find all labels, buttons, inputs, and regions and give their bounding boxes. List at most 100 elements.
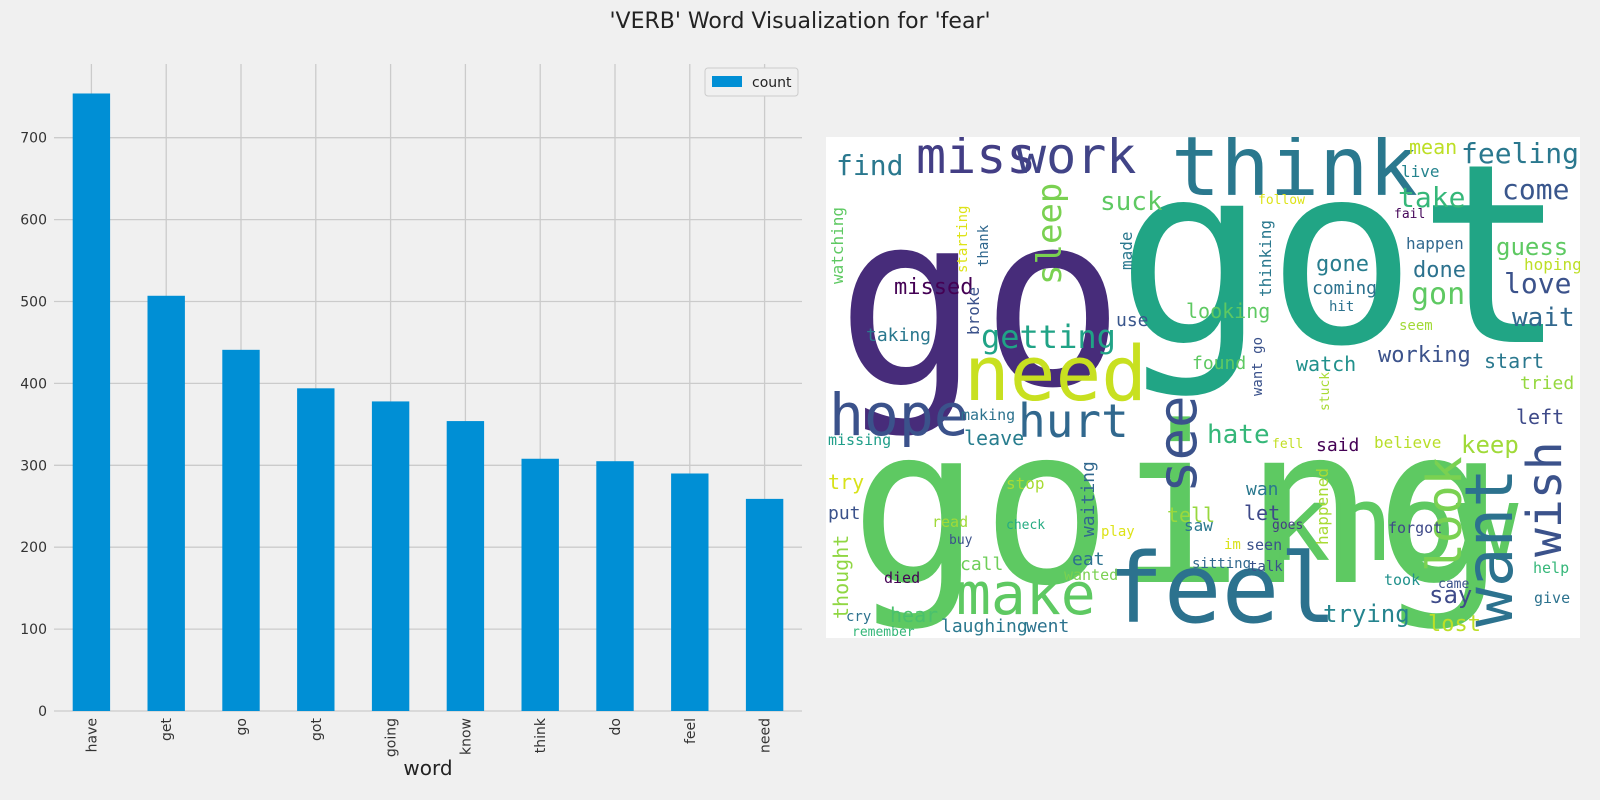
cloud-word: follow: [1258, 193, 1305, 208]
y-tick-label: 400: [20, 376, 47, 392]
cloud-word: cry: [846, 609, 871, 625]
cloud-word: start: [1484, 349, 1544, 373]
cloud-word: fell: [1272, 437, 1303, 452]
cloud-word: guess: [1496, 233, 1568, 261]
cloud-word: done: [1413, 258, 1466, 283]
word-cloud: going got go know think feel need hope make miss w…: [826, 137, 1580, 638]
cloud-word: hate: [1207, 420, 1270, 450]
cloud-word: trying: [1323, 600, 1410, 628]
bar-have: [72, 93, 111, 712]
bar-know: [446, 421, 485, 711]
cloud-word: hope: [829, 381, 969, 449]
cloud-word: go: [836, 161, 1125, 441]
cloud-word: laughing: [941, 616, 1028, 637]
cloud-word: watch: [1296, 352, 1356, 376]
cloud-word: take: [1398, 181, 1465, 214]
cloud-word: wanted: [1064, 566, 1118, 584]
cloud-word: waiting: [1078, 461, 1099, 537]
cloud-word: stop: [1006, 474, 1045, 493]
cloud-word: keep: [1461, 431, 1519, 459]
cloud-word: lost: [1428, 612, 1481, 637]
x-tick-label: know: [458, 718, 474, 755]
legend-label: count: [752, 75, 792, 91]
cloud-word: feeling: [1461, 137, 1579, 170]
cloud-word: broke: [964, 287, 983, 335]
y-tick-label: 0: [38, 704, 47, 720]
cloud-word: know: [1268, 463, 1519, 585]
cloud-word: read: [932, 513, 968, 531]
cloud-word: seen: [1246, 536, 1282, 554]
cloud-word: love: [1504, 267, 1571, 300]
cloud-word: wait: [1512, 303, 1575, 333]
bar-do: [596, 461, 634, 711]
cloud-word: remember: [852, 625, 915, 638]
cloud-word: said: [1316, 435, 1359, 456]
cloud-word: buy: [949, 533, 973, 548]
bar-going: [371, 401, 410, 711]
cloud-word: made: [1117, 231, 1136, 270]
cloud-word: im: [1224, 537, 1241, 553]
bar-get: [147, 295, 185, 711]
cloud-word: come: [1502, 173, 1569, 206]
legend-swatch: [712, 76, 742, 87]
cloud-word: thought: [829, 535, 853, 619]
y-tick-label: 700: [20, 131, 47, 147]
cloud-word: call: [960, 554, 1003, 575]
cloud-word: wan: [1246, 479, 1279, 500]
y-tick-label: 500: [20, 295, 47, 311]
cloud-word: tried: [1520, 373, 1574, 394]
cloud-word: leave: [964, 426, 1024, 450]
cloud-word: gone: [1316, 252, 1369, 277]
x-tick-label: got: [309, 718, 325, 741]
cloud-word: play: [1101, 524, 1135, 540]
x-tick-label: need: [758, 718, 774, 753]
cloud-word: taking: [866, 325, 931, 346]
cloud-word: want go: [1250, 337, 1266, 396]
cloud-word: getting: [981, 318, 1116, 356]
cloud-word: found: [1192, 353, 1246, 374]
cloud-word: happen: [1406, 234, 1464, 253]
bar-feel: [671, 473, 709, 711]
cloud-word: thinking: [1256, 220, 1275, 297]
cloud-word: want: [1451, 468, 1528, 627]
cloud-word: hear: [890, 603, 938, 627]
cloud-word: happened: [1313, 468, 1332, 545]
cloud-word: need: [964, 329, 1147, 418]
cloud-word: help: [1533, 559, 1569, 577]
legend: count: [704, 67, 799, 97]
bar-go: [222, 349, 260, 711]
cloud-word: give: [1534, 589, 1570, 607]
y-tick-label: 600: [20, 213, 47, 229]
cloud-word: suck: [1100, 187, 1163, 217]
x-tick-label: have: [84, 718, 100, 752]
cloud-word: say: [1429, 581, 1472, 609]
bars: [72, 93, 784, 712]
cloud-word: fail: [1394, 207, 1425, 222]
cloud-word: starting: [955, 206, 971, 273]
bar-got: [297, 388, 335, 711]
cloud-word: forgot: [1388, 519, 1442, 537]
cloud-word: find: [836, 149, 903, 182]
cloud-word: went: [1026, 616, 1069, 637]
cloud-word: thank: [976, 224, 992, 267]
x-tick-labels: have get go got going know think do feel need: [84, 717, 773, 757]
x-tick-label: go: [234, 718, 250, 735]
bar-need: [745, 498, 784, 711]
cloud-word: hit: [1329, 299, 1354, 315]
cloud-word: seem: [1399, 318, 1433, 334]
bar-chart: 0 100 200 300 400 500 600 700 have get go got going…: [20, 64, 802, 780]
legend-box: [704, 67, 799, 97]
y-tick-label: 100: [20, 622, 47, 638]
cloud-word: hoping: [1524, 255, 1580, 274]
cloud-word: missed: [894, 275, 973, 300]
cloud-word: wish: [1517, 441, 1573, 557]
figure-title: 'VERB' Word Visualization for 'fear': [609, 9, 991, 34]
cloud-word: see: [1146, 395, 1209, 493]
cloud-word: tell: [1167, 503, 1215, 527]
cloud-word: watching: [828, 207, 847, 284]
cloud-word: use: [1116, 310, 1149, 331]
cloud-word: left: [1516, 405, 1564, 429]
cloud-word: make: [956, 560, 1096, 628]
x-tick-label: going: [384, 718, 400, 757]
cloud-word: check: [1006, 518, 1045, 533]
